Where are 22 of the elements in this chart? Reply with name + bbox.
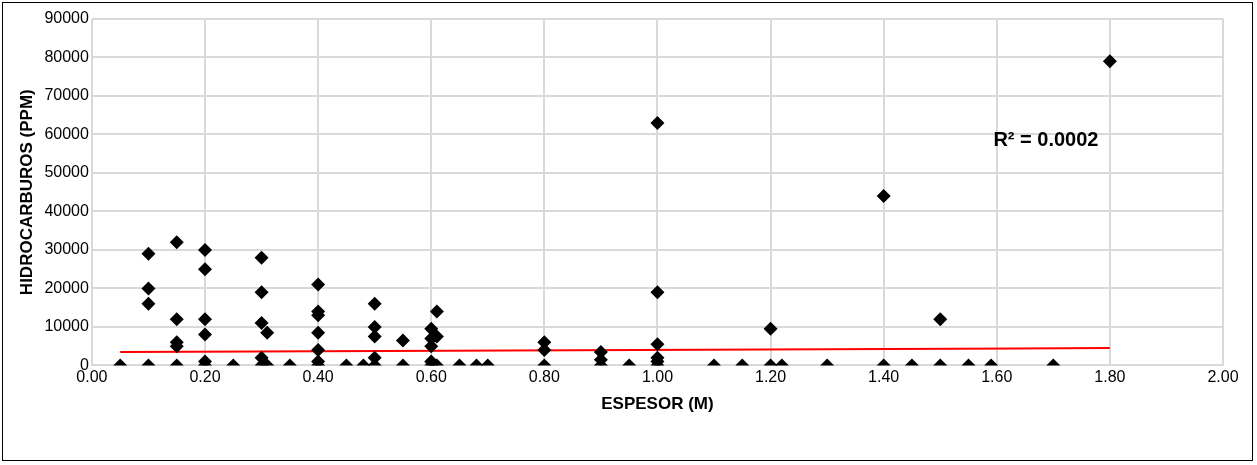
y-tick-label: 90000 [44, 9, 89, 27]
y-tick-label: 60000 [44, 124, 89, 142]
x-tick-label: 1.20 [754, 368, 787, 386]
x-tick-label: 1.60 [981, 368, 1013, 386]
x-tick-label: 0.80 [528, 368, 561, 386]
y-tick-label: 30000 [44, 240, 89, 258]
y-tick-label: 70000 [44, 86, 89, 104]
y-tick-label: 10000 [44, 317, 89, 335]
x-tick-label: 1.80 [1094, 368, 1126, 386]
x-axis-title: ESPESOR (M) [601, 394, 714, 414]
annotation: R² = 0.0002 [993, 127, 1099, 150]
x-tick-label: 0.40 [302, 368, 334, 386]
y-tick-label: 50000 [44, 163, 89, 181]
x-tick-label: 0.60 [415, 368, 447, 386]
y-axis-title: HIDROCARBUROS (PPM) [16, 89, 36, 296]
x-tick-label: 2.00 [1207, 368, 1239, 386]
x-tick-label: 1.00 [641, 368, 674, 386]
x-tick-label: 0.20 [189, 368, 221, 386]
x-tick-label: 1.40 [868, 368, 900, 386]
y-tick-label: 80000 [44, 47, 89, 65]
y-tick-label: 20000 [44, 278, 89, 296]
y-tick-label: 40000 [44, 201, 89, 219]
